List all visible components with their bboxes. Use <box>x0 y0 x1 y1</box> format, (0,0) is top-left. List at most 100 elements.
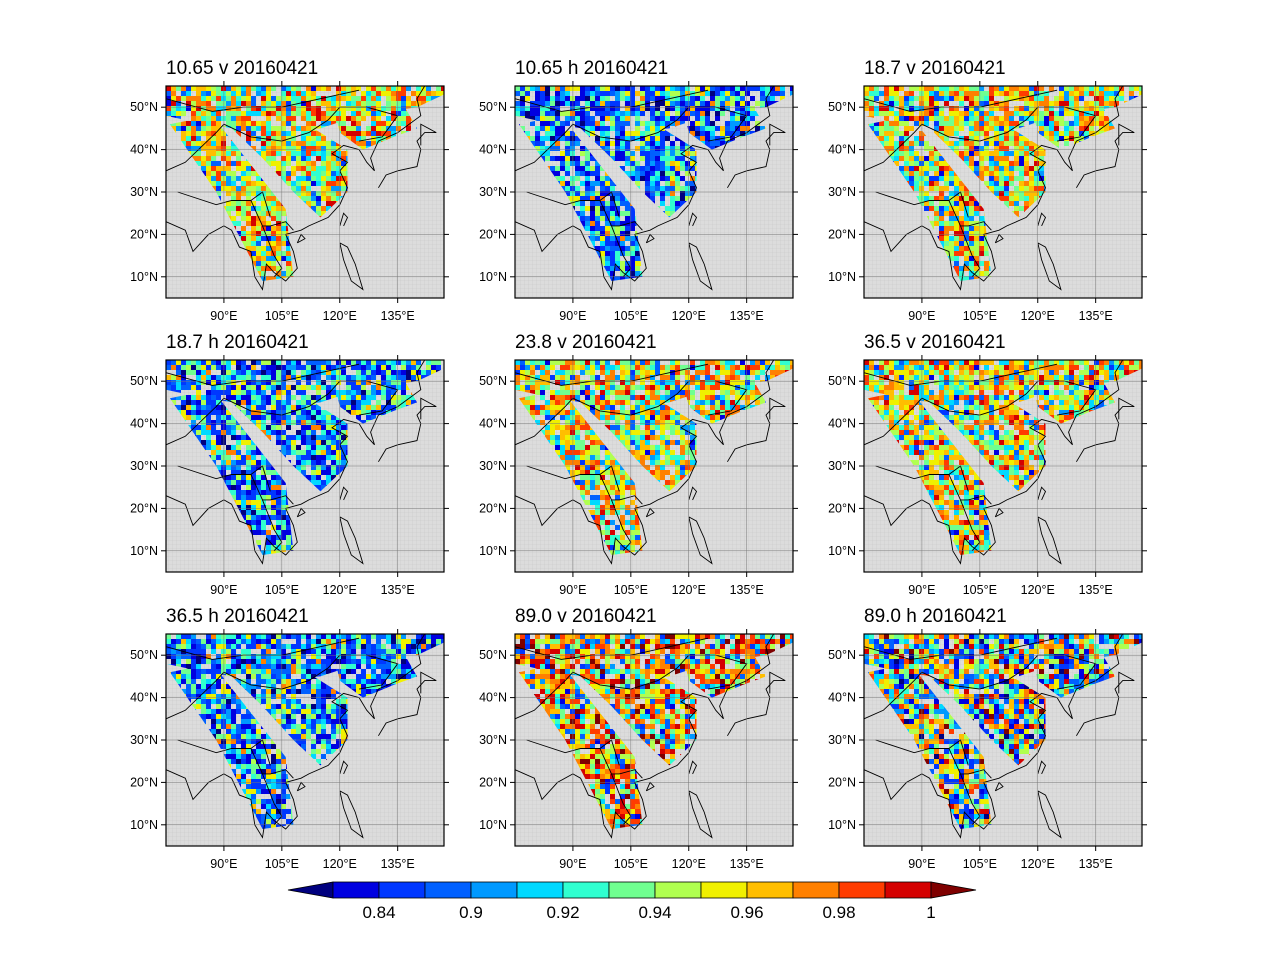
lat-tick-label: 20°N <box>130 501 158 515</box>
coastline <box>378 123 437 189</box>
lon-tick-label: 105°E <box>265 309 299 323</box>
lon-tick-label: 135°E <box>381 309 415 323</box>
lat-tick-label: 30°N <box>479 185 507 199</box>
coastline <box>1076 671 1135 737</box>
coastline <box>688 760 698 775</box>
map-panel: 10°N 20°N 30°N 40°N 50°N 90°E 105°E 120°E 135°E 1… <box>130 332 449 597</box>
lon-tick-label: 105°E <box>963 857 997 871</box>
coastline <box>165 633 426 839</box>
lat-tick-label: 10°N <box>130 818 158 832</box>
coastline <box>863 359 1124 565</box>
lat-tick-label: 50°N <box>828 648 856 662</box>
colorbar-box <box>378 881 426 899</box>
panel-title: 23.8 v 20160421 <box>515 332 657 353</box>
coastline <box>688 516 713 565</box>
lon-tick-label: 120°E <box>672 309 706 323</box>
coastline <box>1037 760 1047 775</box>
lat-tick-label: 50°N <box>130 374 158 388</box>
lat-tick-label: 30°N <box>130 459 158 473</box>
lat-tick-label: 10°N <box>479 270 507 284</box>
lon-tick-label: 90°E <box>210 309 237 323</box>
map-panel: 10°N 20°N 30°N 40°N 50°N 90°E 105°E 120°E 135°E 1… <box>479 58 798 323</box>
lat-tick-label: 10°N <box>130 270 158 284</box>
coastline <box>645 507 655 518</box>
colorbar-tick-label: 0.94 <box>638 903 671 922</box>
lon-tick-label: 120°E <box>1021 309 1055 323</box>
coastline <box>262 225 283 278</box>
lat-tick-label: 10°N <box>828 818 856 832</box>
lat-tick-label: 10°N <box>828 270 856 284</box>
coastline <box>875 739 992 779</box>
lon-tick-label: 105°E <box>265 583 299 597</box>
coastline <box>727 671 786 737</box>
coastline <box>378 397 437 463</box>
lon-tick-label: 90°E <box>908 309 935 323</box>
coastline <box>1037 486 1047 501</box>
coastline <box>994 233 1004 244</box>
colorbar-tick-label: 0.92 <box>546 903 579 922</box>
coastline <box>863 85 1124 291</box>
lat-tick-label: 30°N <box>828 185 856 199</box>
coastline <box>165 85 426 291</box>
lat-tick-label: 40°N <box>479 143 507 157</box>
lon-tick-label: 90°E <box>908 857 935 871</box>
coastline <box>1076 123 1135 189</box>
lon-tick-label: 120°E <box>323 309 357 323</box>
lon-tick-label: 105°E <box>963 309 997 323</box>
lon-tick-label: 135°E <box>381 583 415 597</box>
coastline <box>611 225 632 278</box>
panel-title: 36.5 h 20160421 <box>166 606 309 627</box>
coastline <box>645 781 655 792</box>
colorbar-tick-label: 0.96 <box>730 903 763 922</box>
coastline <box>177 191 294 231</box>
colorbar-tick-label: 0.84 <box>362 903 395 922</box>
lat-tick-label: 40°N <box>828 417 856 431</box>
lat-tick-label: 30°N <box>479 733 507 747</box>
lon-tick-label: 105°E <box>963 583 997 597</box>
panel-title: 10.65 h 20160421 <box>515 58 668 79</box>
colorbar-box <box>838 881 886 899</box>
map-panel: 10°N 20°N 30°N 40°N 50°N 90°E 105°E 120°E 135°E 1… <box>828 58 1147 323</box>
panel-title: 18.7 v 20160421 <box>864 58 1006 79</box>
colorbar-box <box>516 881 564 899</box>
lon-tick-label: 135°E <box>730 309 764 323</box>
coastline <box>611 499 632 552</box>
lat-tick-label: 10°N <box>130 544 158 558</box>
lat-tick-label: 50°N <box>130 648 158 662</box>
lat-tick-label: 30°N <box>479 459 507 473</box>
colorbar-box <box>332 881 380 899</box>
lat-tick-label: 20°N <box>479 227 507 241</box>
lat-tick-label: 30°N <box>828 733 856 747</box>
lon-tick-label: 90°E <box>559 309 586 323</box>
coastline <box>296 507 306 518</box>
colorbar-box <box>792 881 840 899</box>
lon-tick-label: 135°E <box>381 857 415 871</box>
lon-tick-label: 90°E <box>559 583 586 597</box>
colorbar-tick-label: 0.98 <box>822 903 855 922</box>
lat-tick-label: 50°N <box>828 374 856 388</box>
lat-tick-label: 30°N <box>828 459 856 473</box>
lat-tick-label: 50°N <box>479 648 507 662</box>
coastline <box>339 516 364 565</box>
coastline <box>526 191 643 231</box>
lon-tick-label: 135°E <box>730 583 764 597</box>
map-panel: 10°N 20°N 30°N 40°N 50°N 90°E 105°E 120°E 135°E 3… <box>130 606 449 871</box>
coastline <box>1037 212 1047 227</box>
coastline <box>177 739 294 779</box>
lon-tick-label: 120°E <box>672 583 706 597</box>
lat-tick-label: 10°N <box>828 544 856 558</box>
panel-title: 36.5 v 20160421 <box>864 332 1006 353</box>
coastline <box>526 465 643 505</box>
lat-tick-label: 40°N <box>828 691 856 705</box>
lat-tick-label: 50°N <box>479 100 507 114</box>
lat-tick-label: 40°N <box>479 417 507 431</box>
lat-tick-label: 50°N <box>130 100 158 114</box>
lon-tick-label: 105°E <box>614 857 648 871</box>
colorbar-box <box>424 881 472 899</box>
coastline <box>339 486 349 501</box>
panel-title: 10.65 v 20160421 <box>166 58 318 79</box>
coastline <box>863 633 1124 839</box>
coastline <box>688 486 698 501</box>
lon-tick-label: 135°E <box>1079 309 1113 323</box>
coastline <box>688 242 713 291</box>
